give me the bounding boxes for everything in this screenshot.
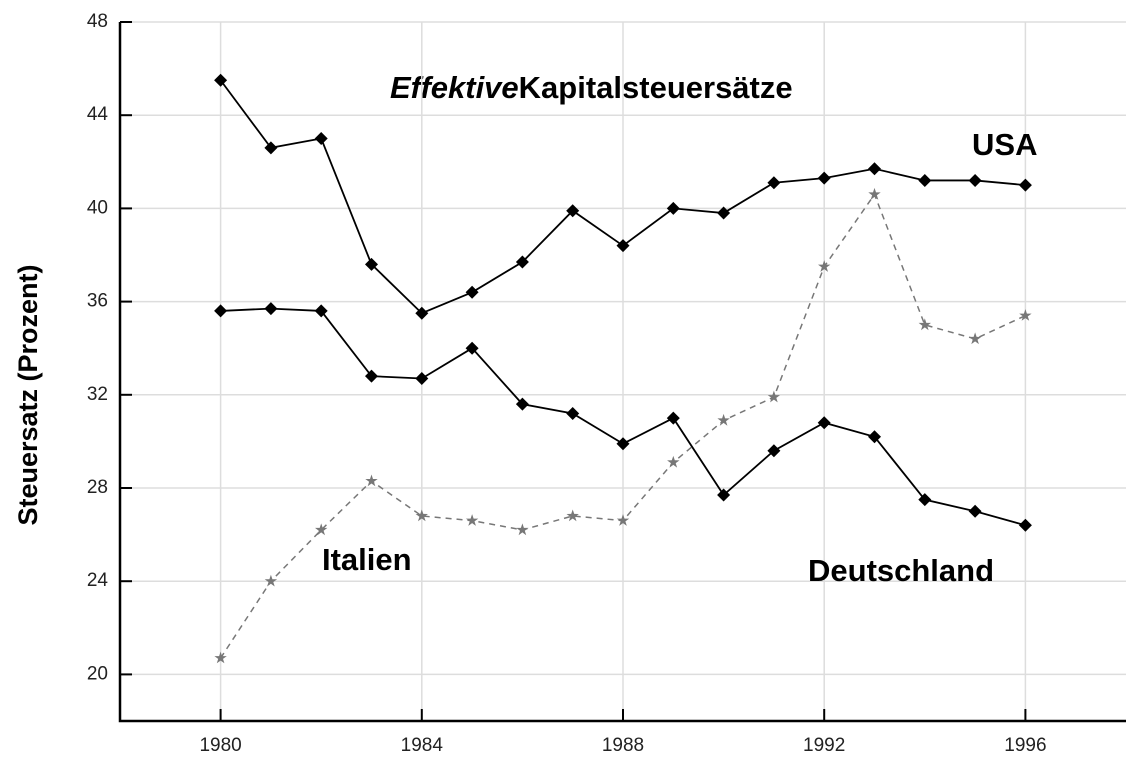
point-marker [465, 341, 479, 355]
point-marker [968, 504, 982, 518]
point-marker [515, 397, 529, 411]
point-marker [1018, 518, 1032, 532]
point-marker [264, 574, 278, 587]
point-marker [365, 257, 378, 271]
point-marker [264, 302, 278, 316]
point-marker [717, 413, 730, 426]
point-marker [515, 255, 529, 269]
point-marker [868, 430, 881, 444]
x-tick-label: 1980 [199, 735, 241, 756]
point-marker [767, 390, 781, 403]
point-marker [315, 523, 328, 536]
point-marker [667, 455, 680, 468]
point-marker [1019, 309, 1032, 321]
point-marker [214, 73, 228, 87]
y-tick-label: 32 [87, 384, 108, 405]
point-marker [465, 514, 479, 526]
point-marker [918, 493, 932, 507]
point-marker [968, 332, 982, 345]
title-emphasis: Effektive [390, 70, 519, 105]
axis-frame [118, 22, 1126, 723]
point-marker [566, 509, 579, 522]
point-marker [767, 176, 781, 190]
point-marker [616, 437, 630, 451]
point-marker [415, 509, 428, 522]
point-marker [868, 162, 881, 176]
y-tick-label: 36 [87, 291, 108, 312]
point-marker [717, 488, 731, 502]
point-marker [616, 239, 630, 253]
y-tick-label: 48 [87, 11, 108, 32]
point-marker [214, 304, 228, 318]
y-axis-label: Steuersatz (Prozent) [13, 264, 43, 525]
point-marker [365, 474, 378, 487]
point-marker [314, 132, 328, 145]
x-tick-label: 1988 [602, 735, 644, 756]
series-label: Italien [322, 542, 412, 577]
point-marker [465, 285, 479, 299]
x-tick-label: 1996 [1004, 735, 1046, 756]
point-marker [968, 173, 982, 187]
series-label: USA [972, 127, 1037, 162]
point-marker [566, 204, 580, 218]
point-marker [666, 201, 680, 215]
x-tick-label: 1992 [803, 735, 845, 756]
point-marker [1018, 178, 1032, 192]
point-marker [214, 651, 227, 664]
point-marker [817, 416, 831, 430]
point-marker [767, 444, 781, 458]
point-marker [415, 306, 429, 320]
point-marker [918, 318, 931, 331]
title-main: Kapitalsteuersätze [519, 70, 793, 105]
y-tick-label: 40 [87, 197, 108, 218]
point-marker [616, 514, 630, 526]
point-marker [666, 411, 680, 425]
point-marker [415, 371, 429, 385]
point-marker [264, 141, 278, 155]
point-marker [868, 187, 881, 200]
point-marker [918, 173, 932, 187]
point-marker [314, 304, 328, 318]
y-tick-label: 24 [87, 570, 109, 591]
point-marker [516, 523, 529, 536]
chart-title: EffektiveKapitalsteuersätze [390, 70, 793, 105]
point-marker [817, 171, 831, 185]
point-marker [566, 406, 580, 420]
series-label: Deutschland [808, 553, 994, 588]
point-marker [717, 206, 731, 220]
x-tick-label: 1984 [401, 735, 444, 756]
y-tick-label: 20 [87, 663, 108, 684]
y-tick-label: 28 [87, 477, 108, 498]
point-marker [365, 369, 378, 383]
point-marker [818, 260, 831, 272]
y-tick-label: 44 [87, 104, 109, 125]
